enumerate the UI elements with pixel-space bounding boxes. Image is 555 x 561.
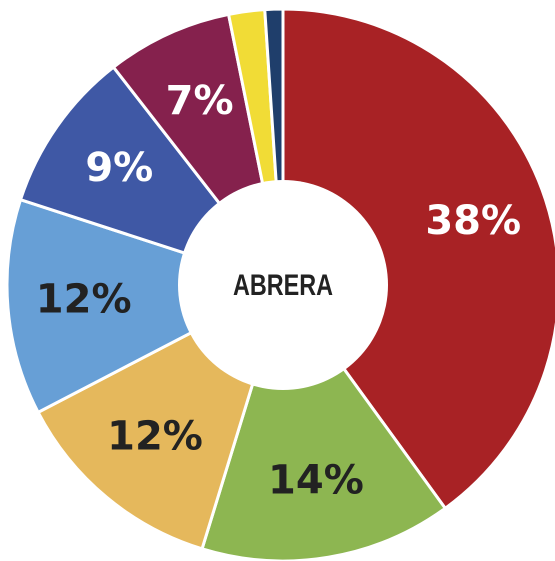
value-label: 7% [166, 78, 234, 124]
value-label: 12% [36, 277, 132, 323]
center-label: ABRERA [233, 268, 333, 301]
value-label: 9% [85, 145, 153, 191]
slice [5, 197, 287, 415]
donut-hole [178, 180, 388, 390]
value-label: 12% [107, 414, 203, 460]
slice [281, 7, 555, 511]
value-label: 14% [268, 457, 364, 503]
value-label: 38% [425, 198, 521, 244]
